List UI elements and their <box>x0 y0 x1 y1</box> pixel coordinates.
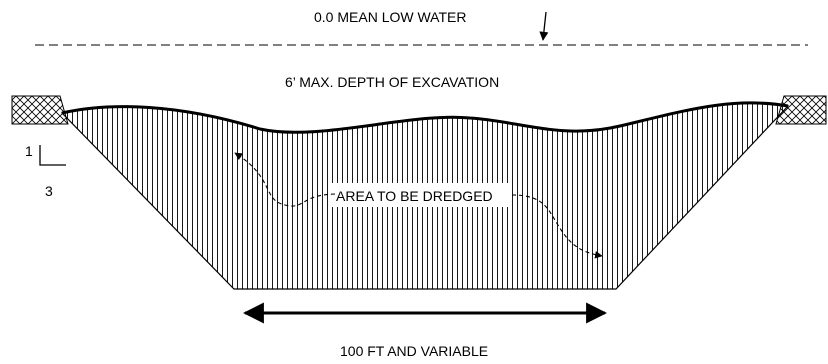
slope-run-label: 3 <box>45 183 53 199</box>
slope-rise-label: 1 <box>25 143 33 159</box>
area-pointer-right <box>511 194 603 259</box>
left-bank-ground <box>11 95 69 125</box>
bottom-width-label: 100 FT AND VARIABLE <box>340 343 488 359</box>
mean-low-water-arrow <box>539 11 549 41</box>
existing-bottom-line <box>61 101 789 134</box>
area-label-background <box>328 183 508 207</box>
max-depth-label: 6’ MAX. DEPTH OF EXCAVATION <box>285 74 499 90</box>
slope-indicator <box>39 145 66 166</box>
mean-low-water-label: 0.0 MEAN LOW WATER <box>314 9 466 25</box>
area-pointer-left <box>234 152 336 207</box>
area-to-be-dredged-label: AREA TO BE DREDGED <box>336 188 493 204</box>
